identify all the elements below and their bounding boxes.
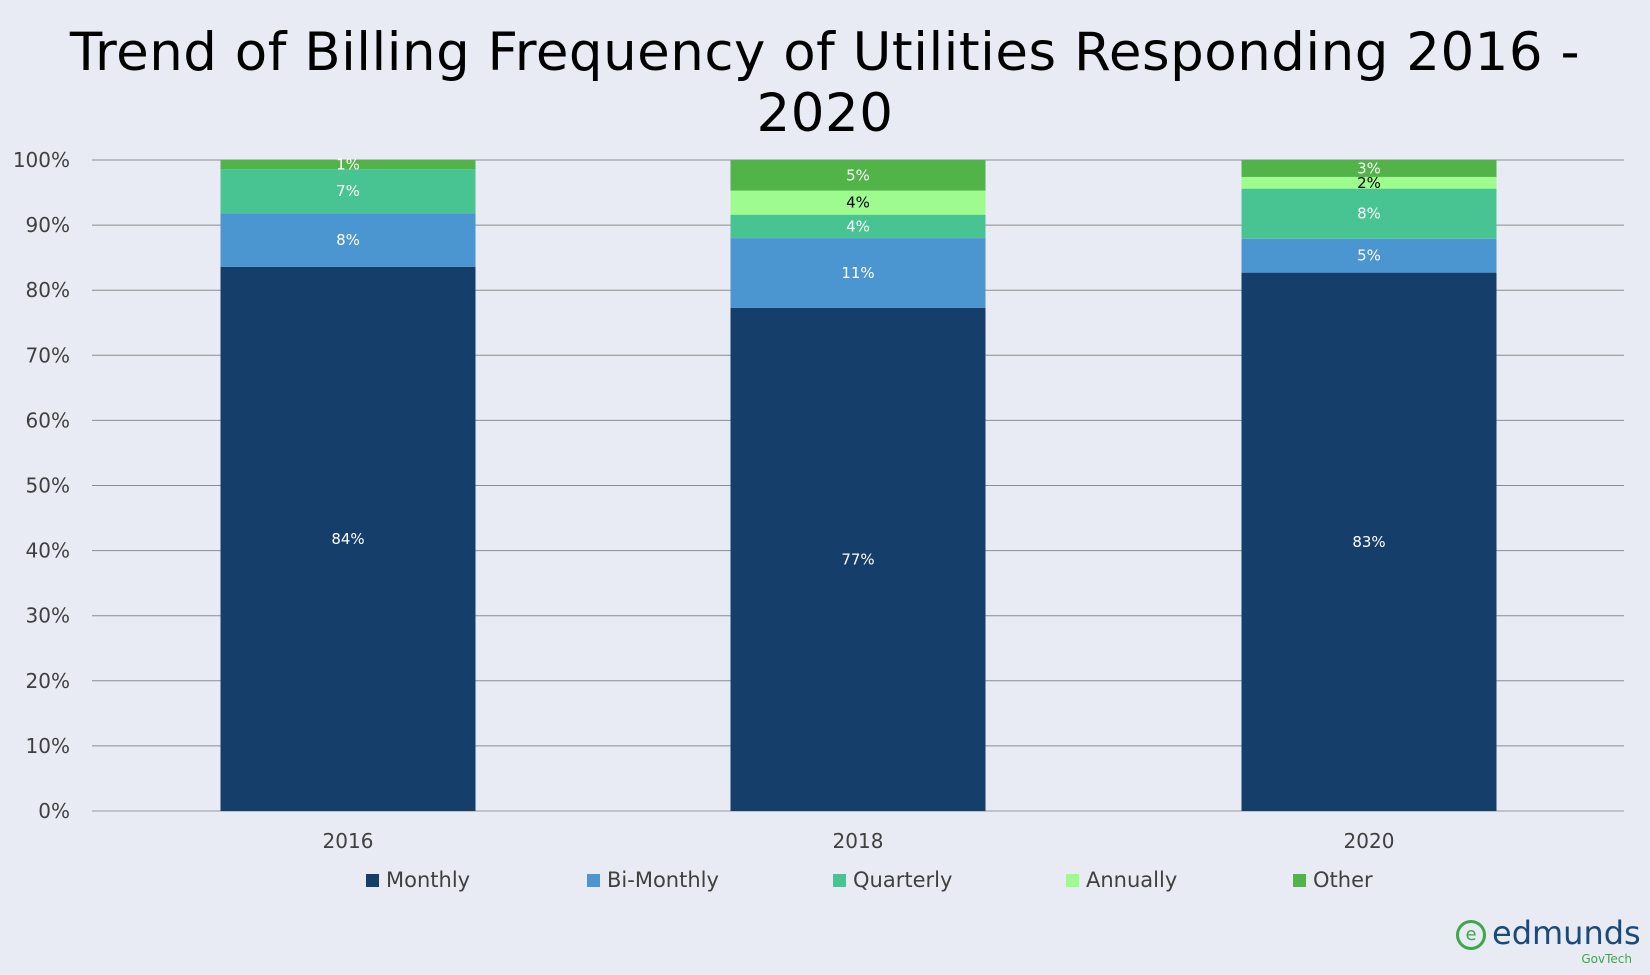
y-tick-label: 100% [13,148,70,172]
bar-segment-annually-2018 [730,190,986,215]
data-label: 83% [1352,533,1385,551]
x-axis-ticks: 2016 2018 2020 [323,829,1395,853]
chart-title: Trend of Billing Frequency of Utilities … [69,22,1581,144]
legend-label: Annually [1086,868,1178,892]
legend-swatch [1293,873,1306,887]
x-tick-label: 2016 [323,829,374,853]
bar-segment-bi-monthly-2020 [1241,238,1497,273]
data-label: 3% [1357,159,1381,177]
legend-label: Monthly [386,868,471,892]
y-tick-label: 20% [26,669,70,693]
y-tick-label: 90% [26,213,70,237]
y-tick-label: 80% [26,278,70,302]
bar-segment-quarterly-2018 [730,214,986,239]
legend-item-monthly: Monthly [366,868,470,892]
y-tick-label: 40% [26,539,70,563]
edmunds-logo-mark-icon: e [1456,920,1486,950]
legend-swatch [1066,873,1079,887]
legend-label: Other [1313,868,1373,892]
data-label: 4% [846,217,870,235]
data-label: 1% [336,156,360,174]
bar-segment-other-2018 [730,160,986,191]
data-label: 4% [846,194,870,212]
y-tick-label: 60% [26,408,70,432]
data-label: 8% [336,231,360,249]
legend-item-bi-monthly: Bi-Monthly [587,868,719,892]
legend-item-annually: Annually [1066,868,1177,892]
bar-segment-quarterly-2016 [220,169,476,214]
data-label: 7% [336,182,360,200]
bar-segment-monthly-2018 [730,307,986,811]
y-tick-label: 50% [26,474,70,498]
bar-segment-bi-monthly-2016 [220,213,476,267]
data-label: 77% [841,550,874,568]
data-label: 84% [331,530,364,548]
legend-label: Bi-Monthly [607,868,719,892]
legend: Monthly Bi-Monthly Quarterly Annually Other [0,868,1650,898]
y-tick-label: 30% [26,604,70,628]
bar-segment-bi-monthly-2018 [730,238,986,308]
legend-item-quarterly: Quarterly [833,868,952,892]
bar-segment-annually-2020 [1241,176,1497,189]
data-labels: 84% 8% 7% 1% 77% 11% 4% 4% 5% 83% 5% 8% 2%3% [331,156,1385,569]
bar-segment-other-2020 [1241,160,1497,177]
logo-name: edmunds [1492,914,1641,952]
bar-segment-other-2016 [220,160,476,170]
data-label: 8% [1357,205,1381,223]
legend-swatch [587,873,600,887]
bar-segment-quarterly-2020 [1241,188,1497,239]
y-tick-label: 0% [38,799,70,823]
data-label: 5% [846,166,870,184]
legend-label: Quarterly [853,868,953,892]
logo-sub: GovTech [1581,952,1632,966]
x-tick-label: 2018 [833,829,884,853]
data-label: 2% [1357,174,1381,192]
x-tick-label: 2020 [1344,829,1395,853]
bars [220,160,1497,811]
data-label: 11% [841,264,874,282]
legend-swatch [366,873,379,887]
bar-segment-monthly-2016 [220,266,476,811]
y-tick-label: 70% [26,343,70,367]
legend-item-other: Other [1293,868,1373,892]
edmunds-logo: e edmunds GovTech [1456,914,1641,966]
data-label: 5% [1357,247,1381,265]
bar-segment-monthly-2020 [1241,272,1497,811]
legend-swatch [833,873,846,887]
y-tick-label: 10% [26,734,70,758]
y-axis-ticks: 0% 10% 20% 30% 40% 50% 60% 70% 80% 90% 100% [13,148,70,823]
